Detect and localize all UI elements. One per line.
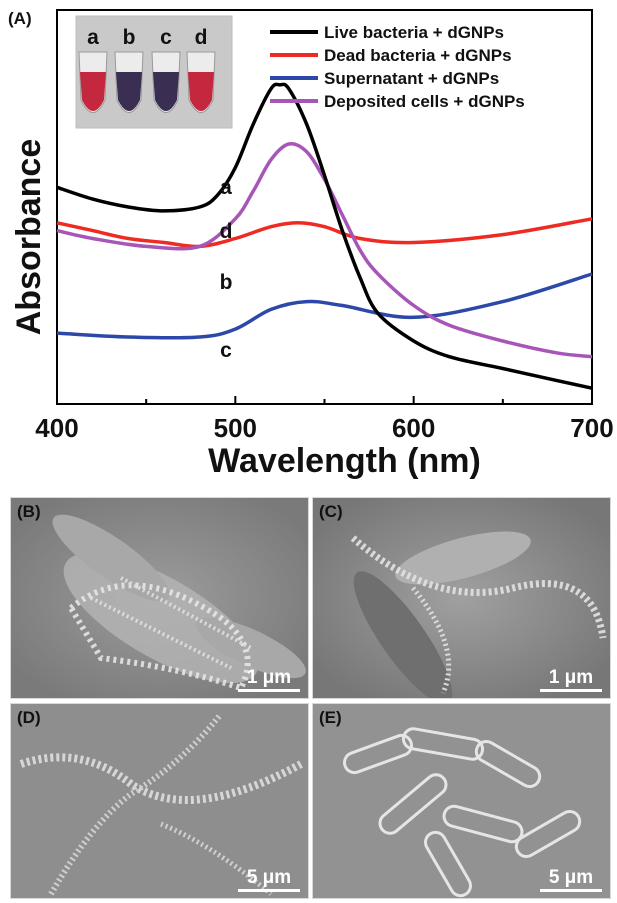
sem-panel-b: (B) 1 μm bbox=[10, 497, 309, 699]
x-axis-label: Wavelength (nm) bbox=[208, 442, 481, 480]
panel-label-a: (A) bbox=[8, 9, 32, 28]
scale-text-e: 5 μm bbox=[548, 867, 594, 888]
inset-tube-label-c: c bbox=[160, 26, 172, 49]
sem-label-d: (D) bbox=[17, 708, 41, 727]
scale-line-b bbox=[238, 689, 300, 692]
sem-image-b bbox=[11, 498, 308, 698]
curve-label-a: a bbox=[220, 176, 232, 199]
inset-tube-label-b: b bbox=[123, 26, 136, 49]
scale-bar-b: 1 μm bbox=[238, 668, 300, 692]
curve-label-d: d bbox=[220, 220, 233, 243]
series-line-d bbox=[56, 141, 593, 359]
curve-label-b: b bbox=[220, 271, 233, 294]
sem-label-c: (C) bbox=[319, 502, 343, 521]
y-axis-label: Absorbance bbox=[10, 139, 48, 336]
inset-tube-liquid-d bbox=[188, 72, 214, 111]
absorbance-chart: (A) 400 500 600 700 Wavelength (nm) Absorbance… bbox=[8, 9, 614, 480]
sem-image-d bbox=[11, 704, 308, 898]
sem-panel-d: (D) 5 μm bbox=[10, 703, 309, 899]
inset-tube-liquid-c bbox=[153, 72, 179, 111]
legend-label-b: Dead bacteria + dGNPs bbox=[324, 46, 512, 65]
sem-image-c bbox=[313, 498, 610, 698]
inset-tube-liquid-a bbox=[80, 72, 106, 111]
scale-line-e bbox=[540, 889, 602, 892]
series-line-a bbox=[56, 82, 593, 390]
scale-line-c bbox=[540, 689, 602, 692]
inset-tube-label-a: a bbox=[87, 26, 99, 49]
scale-bar-e: 5 μm bbox=[540, 868, 602, 892]
curve-label-c: c bbox=[220, 339, 232, 362]
scale-text-c: 1 μm bbox=[548, 667, 594, 688]
scale-bar-d: 5 μm bbox=[238, 868, 300, 892]
legend-label-c: Supernatant + dGNPs bbox=[324, 69, 499, 88]
sem-panel-c: (C) 1 μm bbox=[312, 497, 611, 699]
inset-tube-label-d: d bbox=[195, 26, 208, 49]
legend: Live bacteria + dGNPs Dead bacteria + dGN… bbox=[270, 23, 525, 111]
scale-line-d bbox=[238, 889, 300, 892]
scale-text-b: 1 μm bbox=[246, 667, 292, 688]
x-tick-label: 700 bbox=[570, 413, 613, 443]
x-tick-label: 500 bbox=[214, 413, 257, 443]
sem-label-e: (E) bbox=[319, 708, 342, 727]
x-tick-label: 400 bbox=[35, 413, 78, 443]
sem-image-e bbox=[313, 704, 610, 898]
legend-label-a: Live bacteria + dGNPs bbox=[324, 23, 504, 42]
series-line-c bbox=[56, 272, 593, 340]
sem-label-b: (B) bbox=[17, 502, 41, 521]
scale-bar-c: 1 μm bbox=[540, 668, 602, 692]
series-line-b bbox=[56, 217, 593, 249]
legend-label-d: Deposited cells + dGNPs bbox=[324, 92, 525, 111]
x-tick-label: 600 bbox=[392, 413, 435, 443]
scale-text-d: 5 μm bbox=[246, 867, 292, 888]
inset-tube-liquid-b bbox=[116, 72, 142, 111]
sem-panel-e: (E) 5 μm bbox=[312, 703, 611, 899]
